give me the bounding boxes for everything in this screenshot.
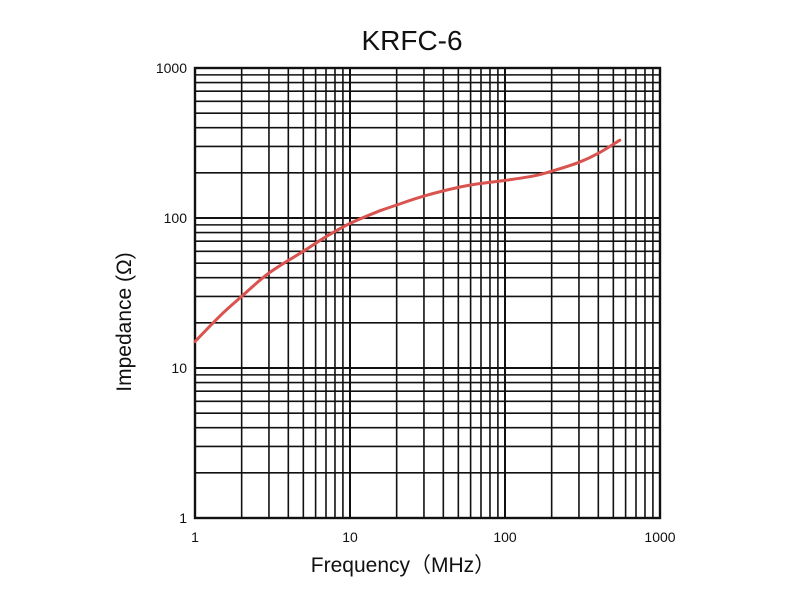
- y-tick-label: 100: [164, 210, 188, 226]
- tick-labels: 1 10 100 1000 1 10 100 1000: [156, 60, 676, 545]
- y-axis-label: Impedance (Ω): [113, 252, 136, 391]
- x-tick-label: 100: [493, 529, 517, 545]
- x-tick-label: 10: [342, 529, 358, 545]
- x-axis-label: Frequency（MHz）: [311, 554, 495, 577]
- series-line-impedance: [193, 138, 622, 344]
- y-tick-label: 1000: [156, 60, 187, 76]
- y-tick-label: 10: [171, 360, 187, 376]
- grid-lines: [193, 66, 662, 520]
- chart-title: KRFC-6: [361, 25, 462, 56]
- x-tick-label: 1: [191, 529, 199, 545]
- x-tick-label: 1000: [644, 529, 675, 545]
- y-tick-label: 1: [179, 510, 187, 526]
- plot-border: [193, 66, 662, 520]
- series-group: [193, 138, 622, 344]
